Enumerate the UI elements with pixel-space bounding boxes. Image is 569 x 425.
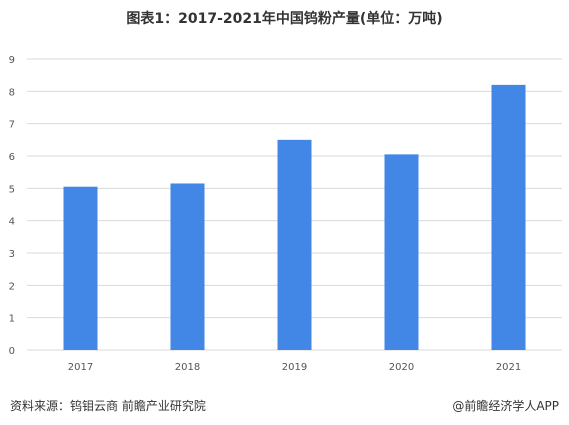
chart-title: 图表1：2017-2021年中国钨粉产量(单位：万吨) [126,11,443,27]
credit-note: @前瞻经济学人APP [452,399,559,413]
bars [63,84,526,350]
y-tick-label: 6 [9,152,15,163]
bar-2017 [63,186,98,350]
source-note: 资料来源：钨钼云商 前瞻产业研究院 [10,399,206,413]
y-tick-label: 9 [9,55,15,66]
bar-2019 [277,139,312,350]
y-tick-label: 2 [9,281,15,292]
x-tick-label: 2021 [496,362,521,373]
y-tick-label: 3 [9,249,15,260]
bar-2018 [170,183,205,350]
x-axis-ticks: 2017 2018 2019 2020 2021 [68,362,521,373]
x-tick-label: 2019 [282,362,307,373]
y-tick-label: 0 [9,346,15,357]
y-tick-label: 8 [9,87,15,98]
y-tick-label: 4 [9,217,15,228]
y-axis-ticks: 0 1 2 3 4 5 6 7 8 9 [9,55,15,357]
bar-2021 [491,84,526,350]
y-tick-label: 5 [9,184,15,195]
x-tick-label: 2020 [389,362,414,373]
y-tick-label: 1 [9,314,15,325]
x-tick-label: 2018 [175,362,200,373]
x-tick-label: 2017 [68,362,93,373]
bar-2020 [384,154,419,350]
y-tick-label: 7 [9,120,15,131]
